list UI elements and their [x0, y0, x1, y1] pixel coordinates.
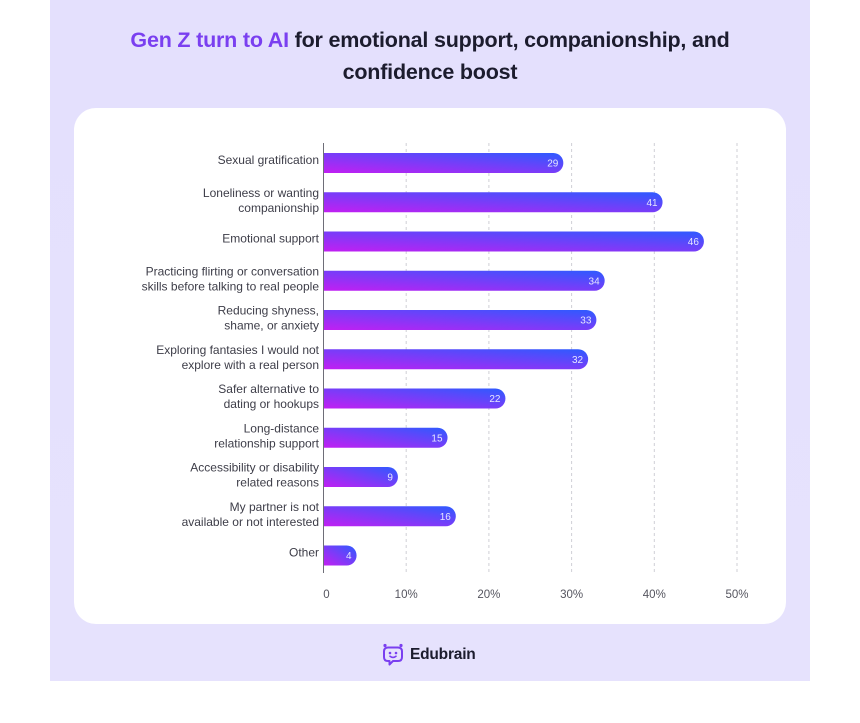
x-axis-ticks: 0 10% 20% 30% 40% 50%: [323, 589, 748, 601]
category-label: Emotional support: [222, 232, 319, 246]
bar-value-label: 15: [431, 433, 443, 444]
bar-value-label: 29: [547, 159, 559, 170]
bar: [324, 349, 589, 370]
category-label-line: dating or hookups: [224, 397, 319, 411]
bar-value-label: 41: [646, 198, 658, 209]
x-tick-label: 20%: [477, 589, 500, 601]
title-line-1: Gen Z turn to AI for emotional support, …: [0, 24, 860, 56]
category-label: Reducing shyness,shame, or anxiety: [218, 304, 319, 333]
title-accent: Gen Z turn to AI: [130, 28, 289, 52]
bar: [324, 310, 597, 330]
bar: [324, 467, 398, 487]
category-label-line: skills before talking to real people: [142, 279, 320, 293]
x-tick-label: 40%: [643, 589, 666, 601]
category-label-line: My partner is not: [230, 500, 320, 514]
brand-logo: Edubrain: [382, 643, 476, 667]
bars: 29 41 46 34 33 32 22 15 9 16 4: [324, 153, 704, 566]
bar-value-label: 4: [346, 551, 352, 562]
robot-face-chat-icon: [383, 643, 403, 666]
category-label-line: Exploring fantasies I would not: [156, 343, 319, 357]
chart-card: 29 41 46 34 33 32 22 15 9 16 4 Sexual gratificatio…: [74, 108, 786, 624]
category-label-line: available or not interested: [182, 515, 319, 529]
category-label-line: relationship support: [214, 436, 319, 450]
category-label: Sexual gratification: [218, 153, 319, 167]
category-label-line: Practicing flirting or conversation: [146, 264, 319, 278]
bar: [324, 231, 704, 252]
x-tick-label: 10%: [395, 589, 418, 601]
brand-name: Edubrain: [410, 646, 476, 663]
category-label-line: Sexual gratification: [218, 153, 319, 167]
bar: [324, 506, 456, 527]
x-tick-label: 50%: [725, 589, 748, 601]
category-label-line: shame, or anxiety: [224, 319, 319, 333]
category-label-line: companionship: [238, 201, 319, 215]
bar-value-label: 33: [580, 316, 592, 327]
bar-value-label: 32: [572, 355, 584, 366]
x-tick-label: 30%: [560, 589, 583, 601]
category-label-line: related reasons: [236, 476, 319, 490]
bar: [324, 545, 357, 566]
category-label-line: Accessibility or disability: [190, 461, 319, 475]
bar-value-label: 46: [688, 237, 700, 248]
category-label-line: Reducing shyness,: [218, 304, 319, 318]
title-line-2: confidence boost: [342, 60, 518, 84]
bar-chart: 29 41 46 34 33 32 22 15 9 16 4 Sexual gratificatio…: [142, 143, 749, 601]
bar: [324, 427, 448, 448]
bar-value-label: 22: [489, 394, 501, 405]
category-label-line: explore with a real person: [182, 358, 319, 372]
category-label-line: Loneliness or wanting: [203, 186, 319, 200]
chart-title: Gen Z turn to AI for emotional support, …: [0, 24, 860, 88]
bar: [324, 270, 605, 291]
bar-value-label: 16: [440, 512, 452, 523]
category-labels: Sexual gratification Loneliness or wantin…: [142, 153, 320, 560]
bar: [324, 153, 564, 173]
bar: [324, 388, 506, 409]
title-rest: for emotional support, companionship, an…: [288, 28, 730, 52]
category-label-line: Safer alternative to: [218, 382, 319, 396]
category-label: Practicing flirting or conversationskill…: [142, 264, 320, 293]
category-label-line: Long-distance: [244, 421, 320, 435]
bar-value-label: 9: [387, 473, 393, 484]
category-label: Other: [289, 546, 319, 560]
bar: [324, 192, 663, 213]
x-tick-label: 0: [323, 589, 329, 601]
bar-value-label: 34: [589, 276, 601, 287]
category-label-line: Other: [289, 546, 319, 560]
category-label-line: Emotional support: [222, 232, 319, 246]
